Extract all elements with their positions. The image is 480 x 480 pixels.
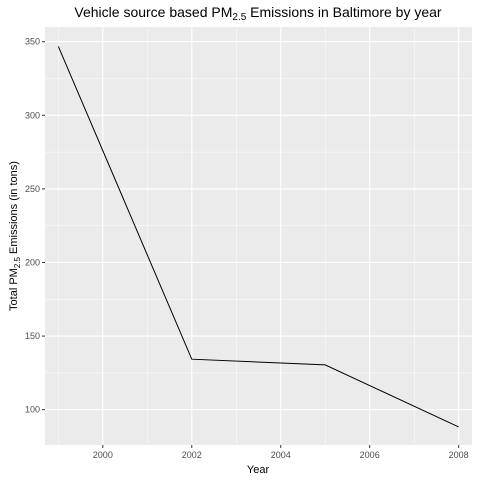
x-axis-ticks: 2000 2002 2004 2006 2008 xyxy=(93,445,469,460)
minor-gridlines xyxy=(45,27,472,445)
ylabel-pm: PM xyxy=(8,268,20,285)
series-line xyxy=(57,46,459,428)
chart-title: Vehicle source based PM2.5 Emissions in … xyxy=(74,4,442,23)
x-tick-label: 2004 xyxy=(271,450,291,460)
y-tick-label: 350 xyxy=(25,37,40,47)
ylabel-pm-subscript: 2.5 xyxy=(13,256,22,268)
y-axis-title: Total PM2.5 Emissions (in tons) xyxy=(8,161,22,311)
x-tick-label: 2008 xyxy=(449,450,469,460)
y-tick-label: 300 xyxy=(25,110,40,120)
ylabel-prefix: Total xyxy=(8,285,20,311)
x-axis-title: Year xyxy=(247,464,270,476)
y-tick-label: 100 xyxy=(25,405,40,415)
x-tick-label: 2000 xyxy=(93,450,113,460)
plot-panel xyxy=(45,27,472,445)
title-suffix: Emissions in Baltimore by year xyxy=(246,4,442,20)
title-pm-subscript: 2.5 xyxy=(232,12,246,23)
x-tick-label: 2006 xyxy=(360,450,380,460)
y-axis-ticks: 100 150 200 250 300 350 xyxy=(25,37,45,415)
title-pm: PM xyxy=(211,4,232,20)
ylabel-suffix: Emissions (in tons) xyxy=(8,161,20,257)
y-tick-label: 150 xyxy=(25,331,40,341)
y-tick-label: 200 xyxy=(25,257,40,267)
y-tick-label: 250 xyxy=(25,184,40,194)
x-tick-label: 2002 xyxy=(182,450,202,460)
major-gridlines xyxy=(45,27,472,445)
title-prefix: Vehicle source based xyxy=(74,4,211,20)
